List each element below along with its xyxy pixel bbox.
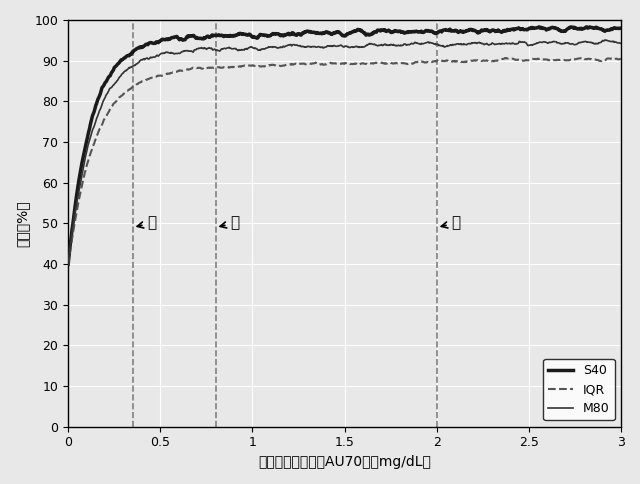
S40 bbox=[308, 30, 316, 35]
S40 bbox=[583, 24, 591, 30]
Text: 小: 小 bbox=[137, 215, 157, 230]
M80 bbox=[495, 41, 503, 46]
Line: M80: M80 bbox=[68, 40, 621, 265]
Legend: S40, IQR, M80: S40, IQR, M80 bbox=[543, 359, 615, 421]
Line: IQR: IQR bbox=[68, 58, 621, 265]
IQR bbox=[121, 90, 129, 96]
IQR bbox=[617, 56, 625, 61]
S40 bbox=[617, 25, 625, 31]
IQR bbox=[308, 61, 316, 67]
IQR bbox=[502, 55, 509, 61]
M80 bbox=[601, 37, 609, 43]
S40 bbox=[495, 28, 503, 34]
IQR bbox=[288, 61, 296, 67]
M80 bbox=[288, 43, 296, 49]
S40 bbox=[288, 30, 296, 36]
M80 bbox=[506, 41, 513, 46]
M80 bbox=[64, 262, 72, 268]
Line: S40: S40 bbox=[68, 27, 621, 264]
S40 bbox=[506, 27, 513, 33]
S40 bbox=[444, 27, 452, 33]
Text: 中: 中 bbox=[220, 215, 239, 230]
M80 bbox=[444, 43, 452, 49]
IQR bbox=[506, 55, 514, 61]
Y-axis label: 感度（%）: 感度（%） bbox=[15, 200, 29, 247]
S40 bbox=[121, 55, 129, 60]
Text: 大: 大 bbox=[441, 215, 461, 230]
M80 bbox=[121, 69, 129, 75]
X-axis label: 低血糖リスク曲線AU70値（mg/dL）: 低血糖リスク曲線AU70値（mg/dL） bbox=[258, 455, 431, 469]
M80 bbox=[308, 44, 316, 50]
IQR bbox=[444, 58, 452, 63]
IQR bbox=[64, 262, 72, 268]
M80 bbox=[617, 41, 625, 46]
IQR bbox=[495, 57, 503, 62]
S40 bbox=[64, 261, 72, 267]
